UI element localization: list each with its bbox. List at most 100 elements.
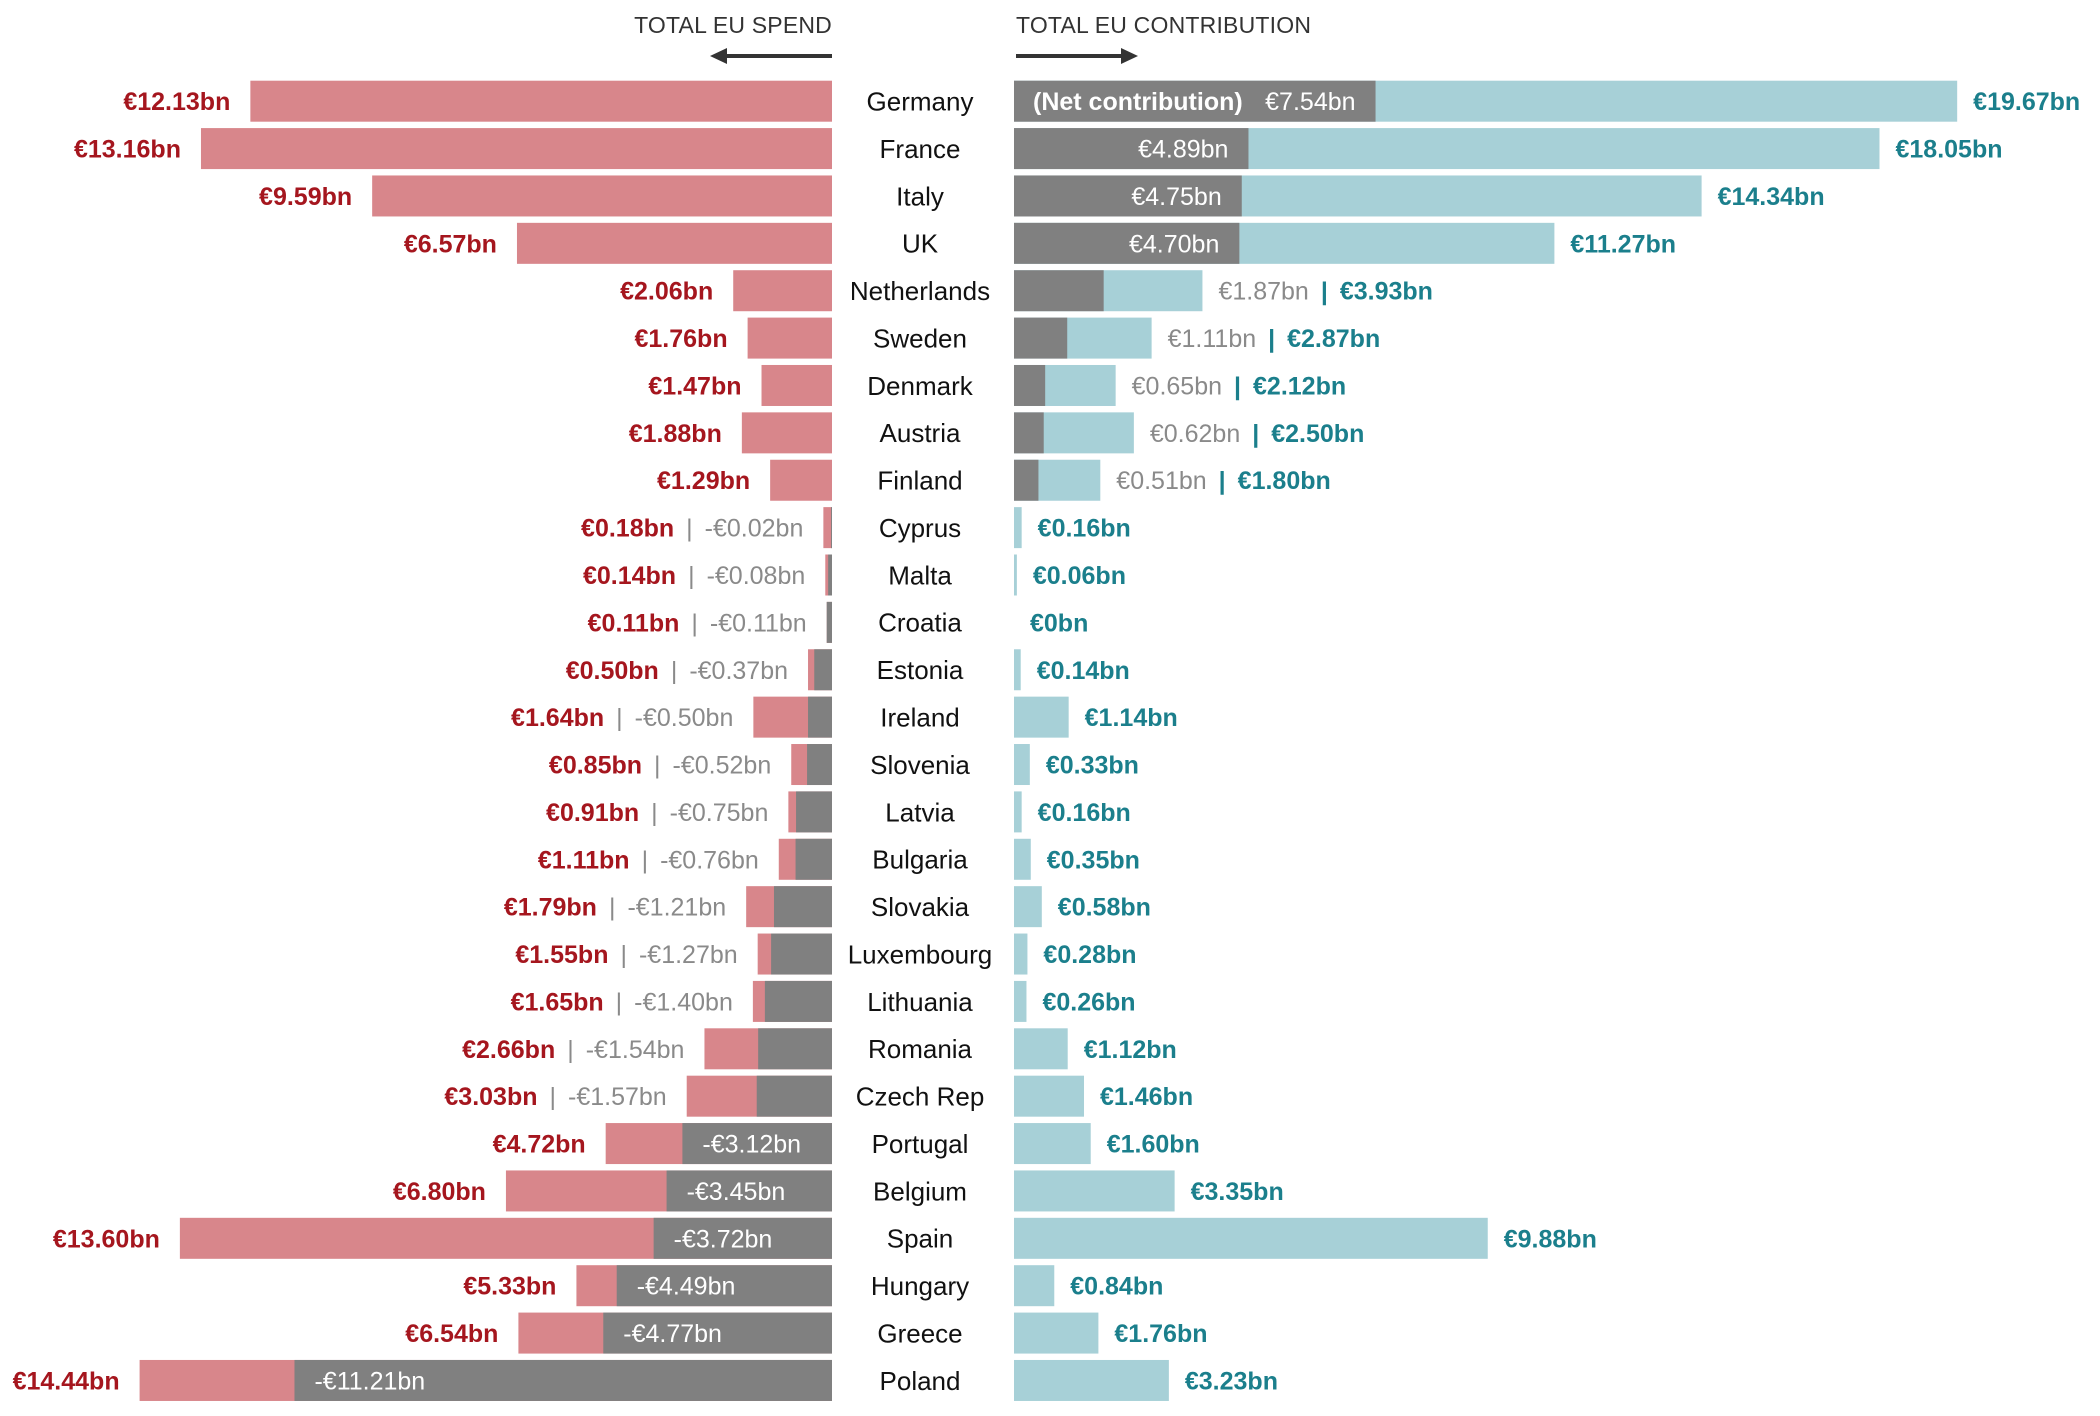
country-label: Austria [880,418,961,448]
contribution-bar [1014,1217,1488,1259]
spend-net-label: €2.66bn | -€1.54bn [462,1036,684,1064]
net-label: €1.87bn [1218,278,1308,306]
label-separator: | [1268,325,1275,353]
country-label: Romania [868,1034,973,1064]
net-label: -€3.12bn [702,1131,801,1159]
net-receipt-bar [294,1359,833,1401]
contribution-label: €2.87bn [1287,325,1380,353]
spend-label: €0.11bn [588,609,680,637]
chart-rows: Germany €12.13bn €19.67bn €7.54bn (Net contr… [13,80,2080,1401]
country-label: Greece [877,1318,962,1348]
spend-net-label: €0.18bn | -€0.02bn [581,515,803,543]
spend-net-label: €1.79bn | -€1.21bn [504,894,726,922]
contribution-bar [1014,1075,1085,1117]
contribution-bar [1014,1170,1175,1212]
row-uk: UK €6.57bn €11.27bn €4.70bn [404,222,1676,264]
net-total-label: €0.65bn | €2.12bn [1132,372,1346,400]
net-contribution-bar [1014,270,1104,312]
contribution-label: €0bn [1030,609,1088,637]
country-label: Slovakia [871,892,970,922]
contribution-bar [1014,886,1042,928]
country-label: Cyprus [879,513,961,543]
country-label: Germany [867,87,974,117]
net-contribution-note: (Net contribution) [1033,88,1243,116]
net-contribution-bar [1014,412,1044,454]
spend-label: €3.03bn [444,1083,537,1111]
spend-label: €1.79bn [504,894,597,922]
spend-net-label: €0.14bn | -€0.08bn [583,562,805,590]
contribution-bar [1014,791,1022,833]
contribution-label: €11.27bn [1570,230,1676,258]
contribution-label: €0.84bn [1070,1273,1163,1301]
spend-label: €1.55bn [515,941,608,969]
spend-net-label: €0.11bn | -€0.11bn [588,609,807,637]
label-separator: | [550,1083,557,1111]
country-label: France [880,134,961,164]
net-label: €0.65bn [1132,372,1222,400]
contribution-label: €1.14bn [1085,704,1178,732]
country-label: Estonia [877,655,964,685]
label-separator: | [651,799,658,827]
spend-header: TOTAL EU SPEND [634,12,832,38]
arrow-right-icon [1016,48,1138,64]
label-separator: | [1234,372,1241,400]
contribution-label: €0.33bn [1046,752,1139,780]
net-label: €4.75bn [1131,183,1221,211]
net-label: €7.54bn [1265,88,1355,116]
spend-label: €6.80bn [393,1178,486,1206]
spend-bar [200,128,832,170]
country-label: Portugal [872,1129,969,1159]
net-label: €4.89bn [1138,136,1228,164]
row-hungary: Hungary €5.33bn -€4.49bn €0.84bn [463,1265,1163,1307]
spend-bar [250,80,832,122]
net-label: €1.11bn [1168,325,1257,353]
country-label: Hungary [871,1271,969,1301]
row-lithuania: Lithuania €1.65bn | -€1.40bn €0.26bn [511,980,1136,1022]
label-separator: | [671,657,678,685]
net-label: -€1.40bn [634,988,733,1016]
label-separator: | [1252,420,1259,448]
chart-header: TOTAL EU SPEND TOTAL EU CONTRIBUTION [634,12,1311,64]
contribution-label: €0.28bn [1043,941,1136,969]
label-separator: | [1219,467,1226,495]
spend-bar [823,507,832,549]
spend-bar [761,364,832,406]
net-label: -€0.08bn [707,562,806,590]
spend-label: €0.91bn [546,799,639,827]
net-contribution-bar [1014,175,1242,217]
contribution-bar [1014,1359,1169,1401]
country-label: Lithuania [867,987,973,1017]
net-contribution-bar [1014,317,1068,359]
row-ireland: Ireland €1.64bn | -€0.50bn €1.14bn [511,696,1178,738]
row-portugal: Portugal €4.72bn -€3.12bn €1.60bn [493,1123,1200,1165]
spend-net-label: €0.91bn | -€0.75bn [546,799,768,827]
label-separator: | [1321,278,1328,306]
net-receipt-bar [808,696,832,738]
label-separator: | [620,941,627,969]
net-label: -€11.21bn [314,1367,425,1395]
spend-label: €1.76bn [634,325,727,353]
country-label: UK [902,229,939,259]
net-receipt-bar [796,791,832,833]
spend-label: €13.16bn [74,136,181,164]
country-label: Spain [887,1224,954,1254]
row-luxembourg: Luxembourg €1.55bn | -€1.27bn €0.28bn [515,933,1137,975]
contribution-label: €0.16bn [1038,799,1131,827]
contribution-label: €3.23bn [1185,1367,1278,1395]
country-label: Poland [880,1366,961,1396]
net-label: -€3.45bn [687,1178,786,1206]
net-receipt-bar [666,1170,832,1212]
country-label: Italy [896,181,944,211]
row-spain: Spain €13.60bn -€3.72bn €9.88bn [53,1217,1597,1259]
net-label: €4.70bn [1129,230,1219,258]
net-total-label: €0.51bn | €1.80bn [1116,467,1330,495]
row-italy: Italy €9.59bn €14.34bn €4.75bn [259,175,1825,217]
spend-label: €1.47bn [648,372,741,400]
spend-label: €0.14bn [583,562,676,590]
net-label: -€0.75bn [670,799,769,827]
contribution-label: €0.14bn [1037,657,1130,685]
country-label: Malta [888,560,952,590]
contribution-label: €1.46bn [1100,1083,1193,1111]
spend-net-label: €0.50bn | -€0.37bn [566,657,788,685]
